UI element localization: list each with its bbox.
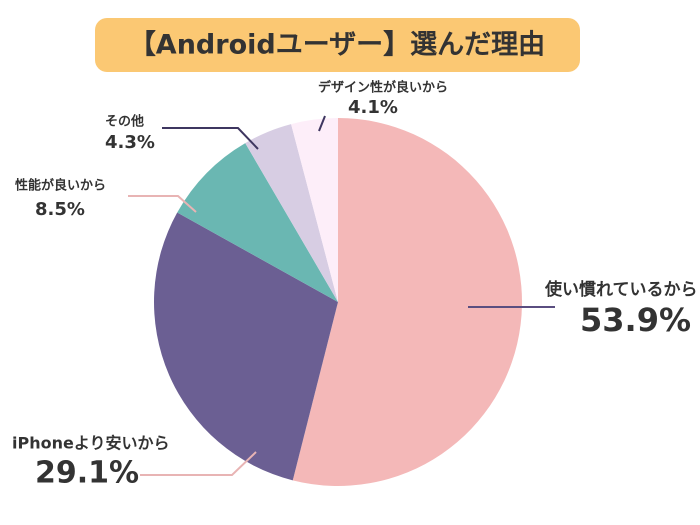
chart-title: 【Androidユーザー】選んだ理由 (129, 30, 545, 61)
slice-label: iPhoneより安いから (12, 434, 170, 453)
value-label: 4.1% (348, 97, 398, 118)
leader-line (140, 451, 257, 476)
pie-slice (153, 212, 338, 481)
pie-slice (177, 143, 338, 302)
pie-slice (245, 124, 338, 302)
title-box (95, 18, 580, 72)
pie-slice (291, 118, 338, 302)
slice-label: デザイン性が良いから (318, 80, 448, 96)
value-label: 29.1% (35, 456, 139, 491)
leader-line (318, 115, 326, 132)
slice-label: 使い慣れているから (544, 279, 698, 300)
pie-slice (292, 118, 522, 486)
leader-line (162, 127, 259, 150)
value-label: 53.9% (580, 301, 691, 339)
value-label: 8.5% (35, 199, 85, 220)
slice-label: その他 (105, 114, 144, 130)
leader-line (128, 195, 197, 213)
value-label: 4.3% (105, 132, 155, 153)
slice-label: 性能が良いから (15, 178, 106, 194)
